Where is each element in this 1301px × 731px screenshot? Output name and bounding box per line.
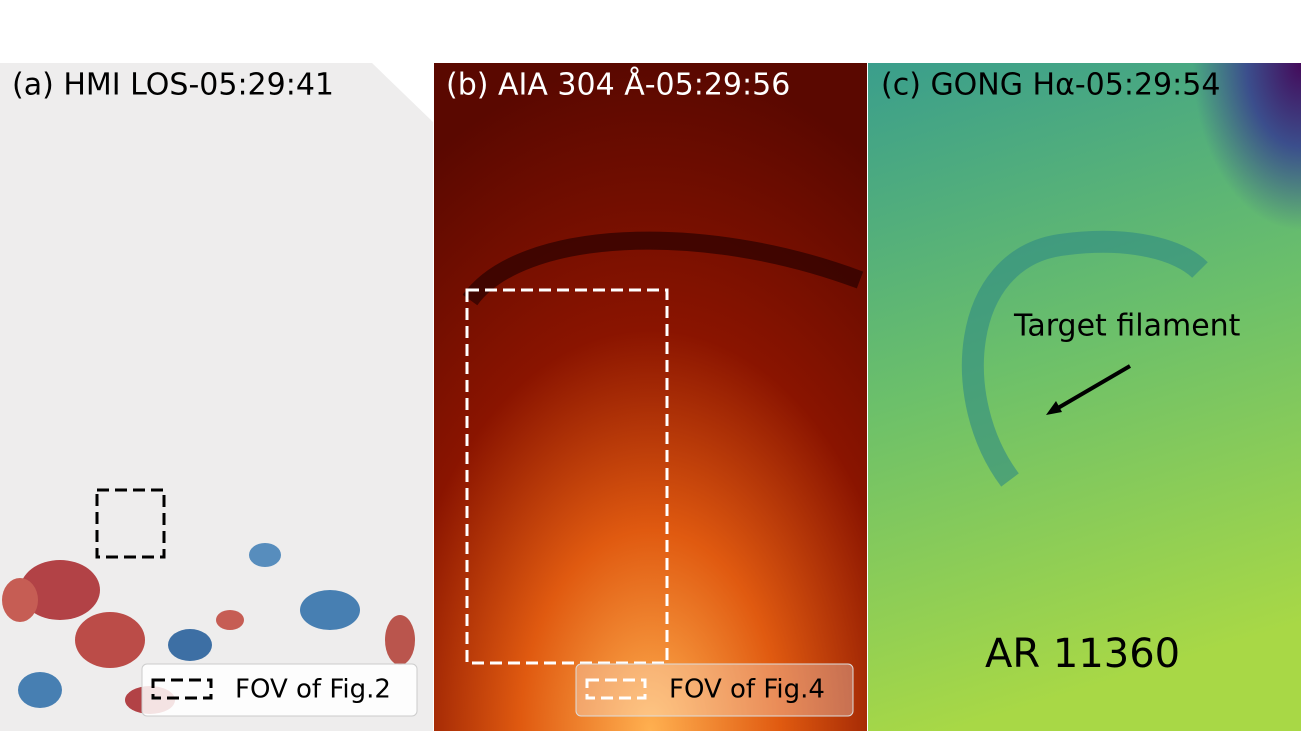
legend-swatch (151, 678, 213, 700)
annotation: AR 11360 (985, 631, 1180, 677)
legend-swatch (585, 678, 647, 700)
euv-image (434, 63, 867, 731)
legend (141, 663, 418, 717)
panel-c: Target filament AR 11360 (c) GONG Hα-05:… (868, 63, 1301, 731)
panel-title: (a) HMI LOS-05:29:41 (12, 68, 334, 103)
limb (868, 63, 1301, 731)
dark-filament (462, 231, 864, 306)
annotation: Target filament (1013, 309, 1241, 344)
panel-a: FOV of Fig.2 (a) HMI LOS-05:29:41 (0, 63, 433, 731)
arrow-head (1046, 401, 1062, 415)
panel-title: (c) GONG Hα-05:29:54 (881, 68, 1220, 103)
fov-box (465, 288, 669, 665)
panel-title: (b) AIA 304 Å-05:29:56 (446, 67, 790, 103)
filament (961, 230, 1208, 487)
magnetogram (0, 63, 433, 731)
legend (575, 663, 854, 717)
legend-label: FOV of Fig.4 (669, 675, 825, 705)
panel-b: FOV of Fig.4 (b) AIA 304 Å-05:29:56 (434, 63, 867, 731)
fov-box (95, 488, 166, 559)
legend-label: FOV of Fig.2 (235, 675, 391, 705)
arrow-shaft (1056, 364, 1132, 410)
